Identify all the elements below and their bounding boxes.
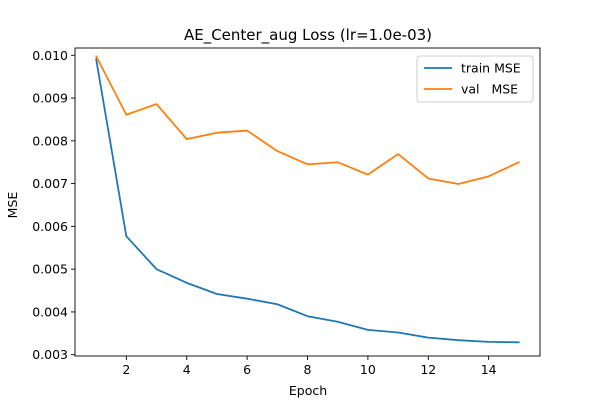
x-axis-label: Epoch (289, 383, 327, 398)
x-tick-label: 8 (304, 362, 312, 377)
x-axis: 2 4 6 8 10 12 14 (122, 356, 497, 377)
y-tick-label: 0.003 (32, 347, 68, 362)
x-tick-label: 6 (243, 362, 251, 377)
chart-title: AE_Center_aug Loss (lr=1.0e-03) (184, 26, 432, 45)
legend-label: val MSE (461, 82, 518, 97)
y-tick-label: 0.008 (32, 133, 68, 148)
series-line (95, 58, 520, 344)
x-tick-label: 10 (360, 362, 376, 377)
x-tick-label: 14 (481, 362, 497, 377)
x-tick-label: 12 (420, 362, 436, 377)
x-tick-label: 2 (122, 362, 130, 377)
legend-label: train MSE (461, 61, 521, 76)
y-tick-label: 0.006 (32, 219, 68, 234)
y-tick-label: 0.009 (32, 91, 68, 106)
y-axis-label: MSE (5, 192, 20, 219)
y-tick-label: 0.004 (32, 304, 68, 319)
series-line (95, 55, 520, 185)
legend: train MSE val MSE (416, 55, 534, 103)
y-tick-label: 0.010 (32, 48, 68, 63)
series-layer (95, 55, 520, 344)
x-tick-label: 4 (183, 362, 191, 377)
y-axis: 0.003 0.004 0.005 0.006 0.007 0.008 0.009 0.010 (32, 48, 75, 362)
y-tick-label: 0.007 (32, 176, 68, 191)
y-tick-label: 0.005 (32, 262, 68, 277)
